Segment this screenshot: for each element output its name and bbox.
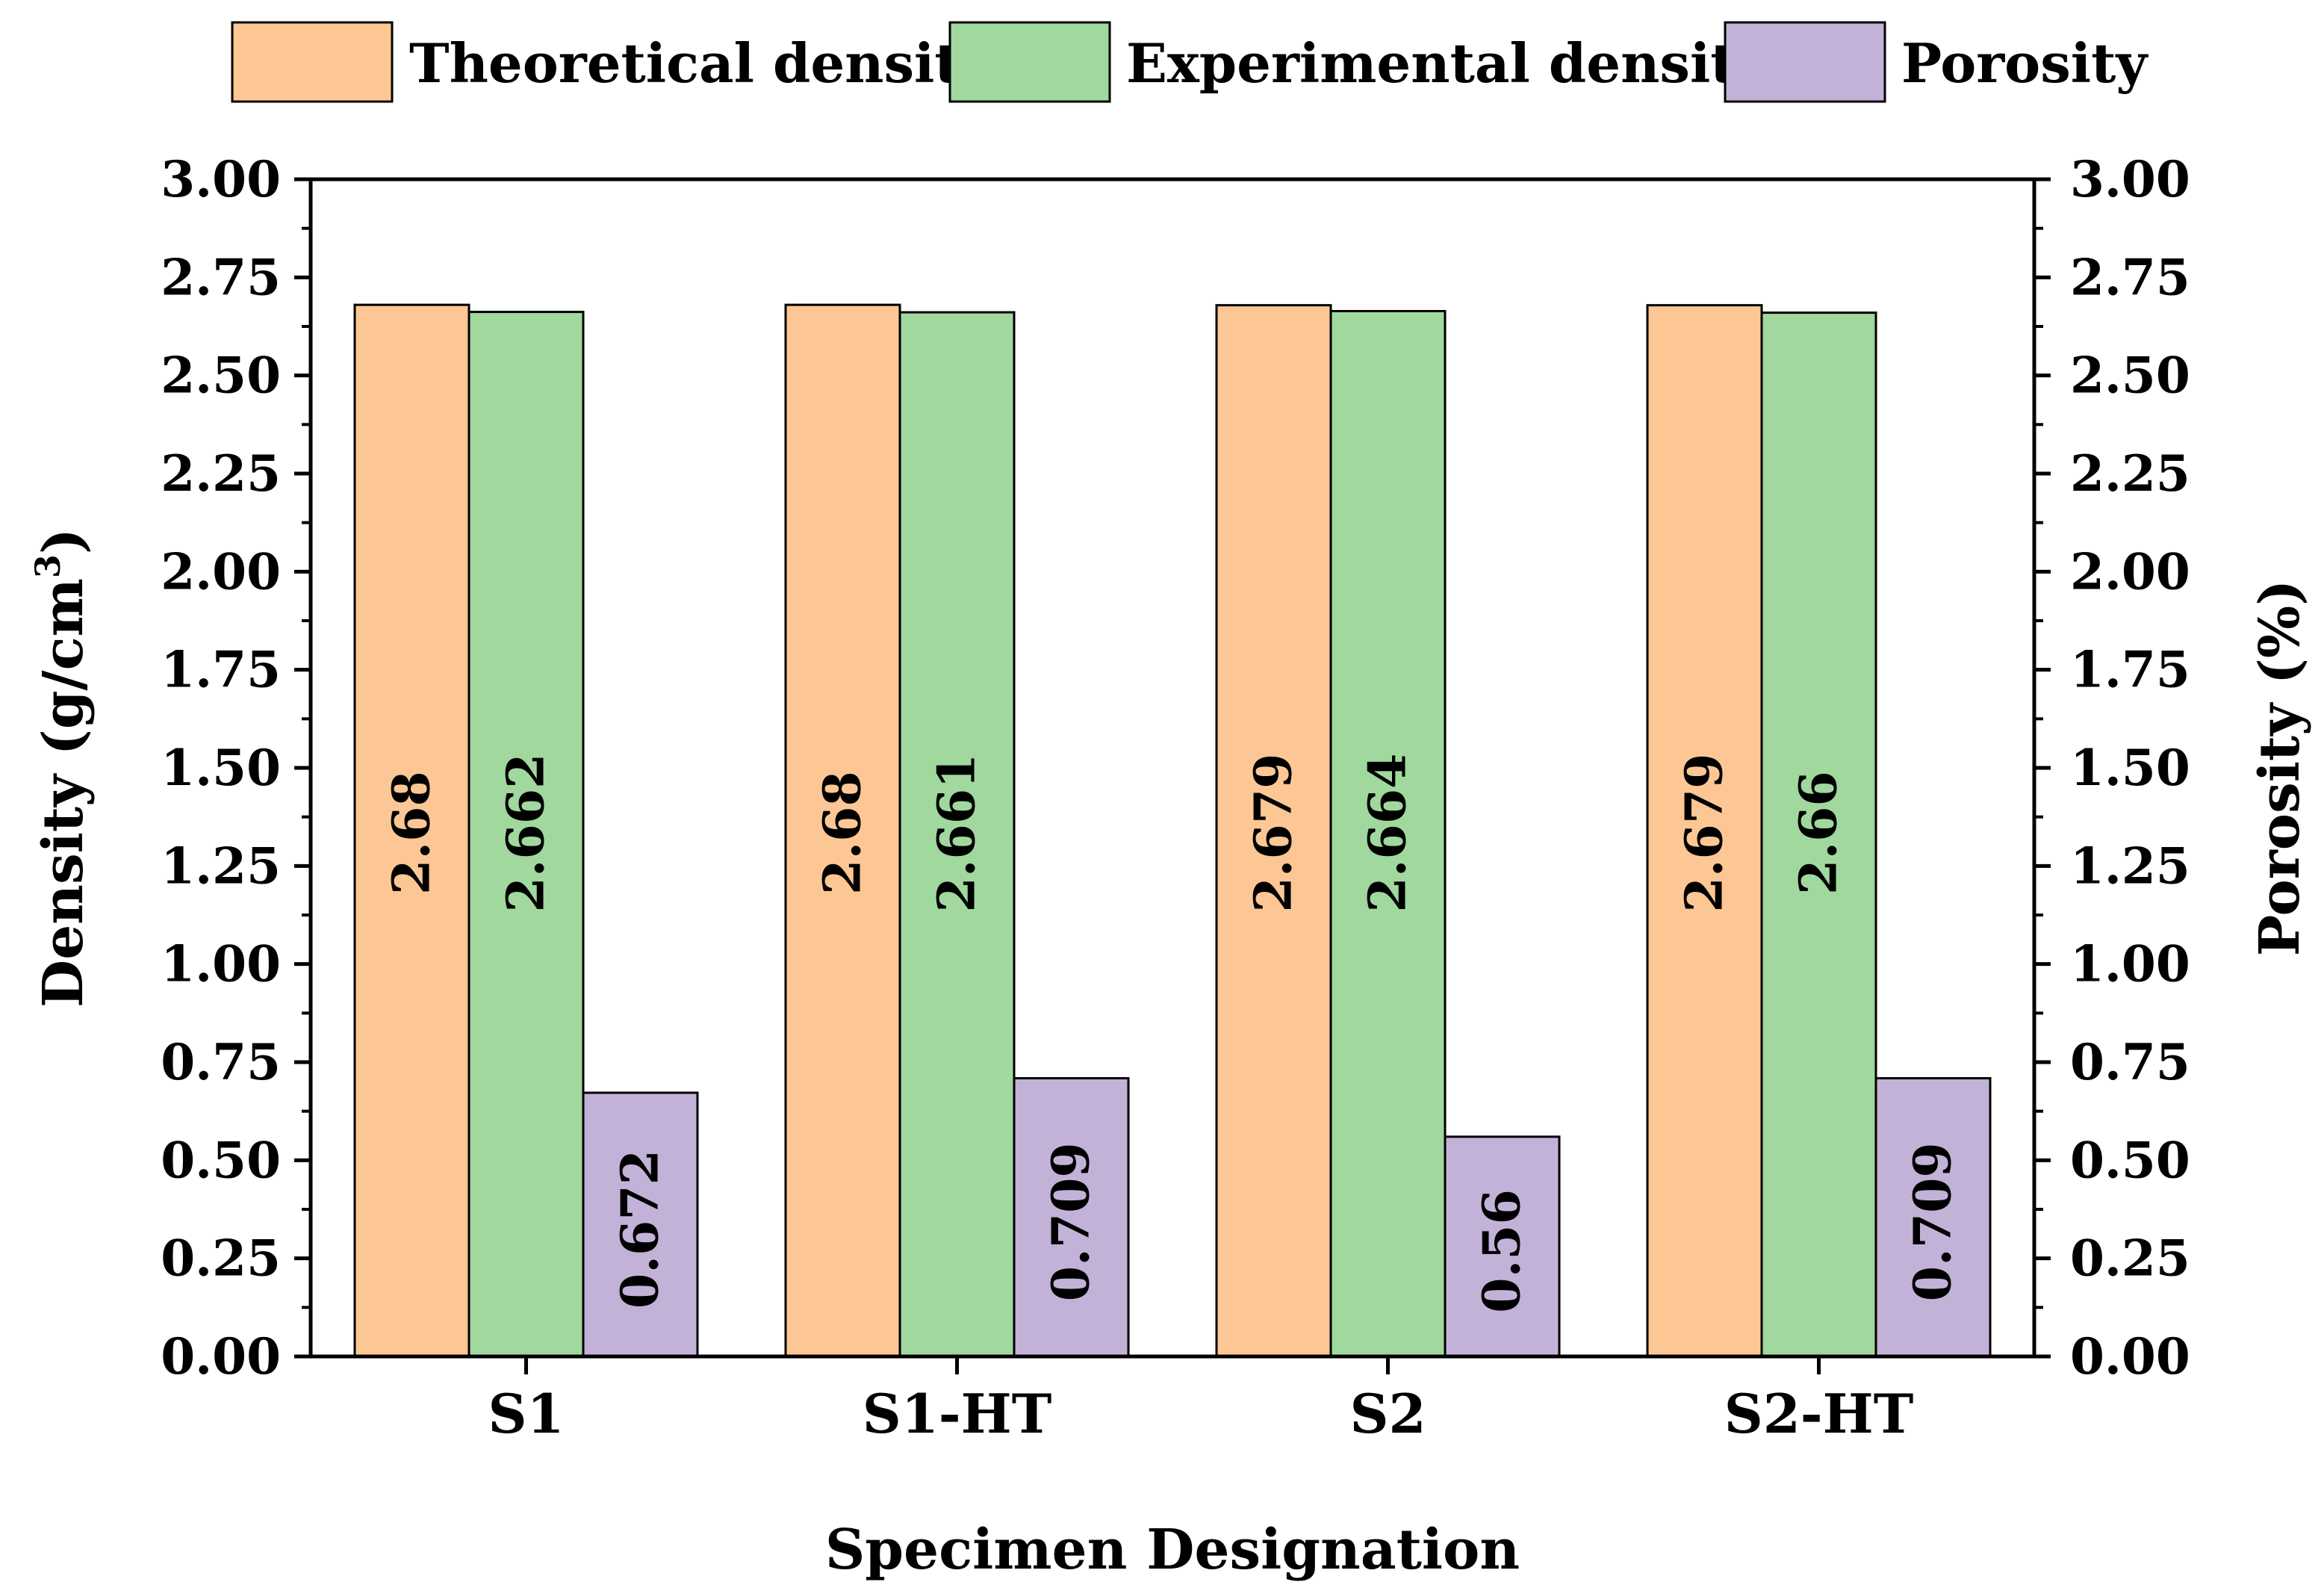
- x-category-label: S1-HT: [863, 1382, 1052, 1445]
- legend-swatch-theoretical-density: [231, 21, 394, 103]
- bar-porosity-s1-ht: [1013, 1077, 1130, 1358]
- x-category-label: S2: [1349, 1382, 1426, 1445]
- right-tick-label: 0.00: [2070, 1327, 2190, 1386]
- bar-experimental-density-s2: [1329, 310, 1447, 1358]
- right-tick-label: 2.50: [2070, 347, 2190, 405]
- bar-value-label: 2.662: [497, 754, 556, 913]
- y-axis-title-right: Porosity (%): [2248, 580, 2312, 956]
- left-tick-label: 1.25: [161, 837, 281, 895]
- legend: Theoretical density Experimental density P…: [231, 21, 2149, 103]
- left-tick-label: 2.00: [161, 542, 281, 601]
- left-tick-label: 0.25: [161, 1229, 281, 1288]
- right-tick-label: 3.00: [2070, 150, 2190, 208]
- bar-value-label: 0.709: [1904, 1142, 1963, 1301]
- bar-theoretical-density-s1: [353, 303, 470, 1358]
- right-tick-label: 1.50: [2070, 739, 2190, 797]
- y-axis-title-left: Density (g/cm3): [28, 528, 96, 1008]
- left-tick-label: 0.75: [161, 1033, 281, 1091]
- bar-value-label: 2.68: [813, 771, 873, 895]
- bar-experimental-density-s2-ht: [1760, 311, 1877, 1358]
- bar-value-label: 2.679: [1675, 754, 1735, 913]
- y-axis-title-superscript: 3: [28, 554, 68, 578]
- right-tick-label: 0.25: [2070, 1229, 2190, 1288]
- left-tick-label: 1.50: [161, 739, 281, 797]
- y-axis-title-main: Density (g/cm: [31, 578, 96, 1008]
- legend-label-theoretical-density: Theoretical density: [409, 31, 992, 95]
- left-tick-label: 2.50: [161, 347, 281, 405]
- bar-labels: 2.68 2.662 0.672 2.68 2.661 0.709 2.679 2.664 0.…: [382, 754, 1963, 1313]
- bar-value-label: 2.68: [382, 771, 442, 895]
- bar-experimental-density-s1: [467, 311, 585, 1358]
- left-tick-label: 0.00: [161, 1327, 281, 1386]
- left-tick-label: 2.75: [161, 248, 281, 306]
- bar-experimental-density-s1-ht: [898, 311, 1016, 1358]
- right-tick-label: 0.75: [2070, 1033, 2190, 1091]
- right-axis-ticks: 0.00 0.25 0.50 0.75 1.00 1.25 1.50 1.75 2.00 2.25…: [2034, 150, 2190, 1386]
- bar-value-label: 2.679: [1244, 754, 1304, 913]
- x-axis-title: Specimen Designation: [825, 1518, 1520, 1582]
- y-axis-title-end: ): [31, 528, 96, 554]
- bar-porosity-s2-ht: [1874, 1077, 1992, 1358]
- bar-value-label: 2.664: [1358, 754, 1418, 913]
- bar-porosity-s1: [582, 1091, 699, 1358]
- x-axis-ticks: S1 S1-HT S2 S2-HT: [488, 1356, 1913, 1445]
- bar-value-label: 2.66: [1789, 771, 1849, 895]
- left-axis-ticks: 0.00 0.25 0.50 0.75 1.00 1.25 1.50 1.75 2.00 2.25…: [161, 150, 311, 1386]
- right-tick-label: 2.25: [2070, 444, 2190, 503]
- bar-value-label: 0.56: [1473, 1189, 1532, 1313]
- legend-label-experimental-density: Experimental density: [1126, 31, 1768, 95]
- bar-value-label: 0.672: [611, 1150, 671, 1309]
- legend-swatch-porosity: [1724, 21, 1886, 103]
- right-tick-label: 1.25: [2070, 837, 2190, 895]
- left-tick-label: 1.00: [161, 935, 281, 993]
- x-category-label: S2-HT: [1724, 1382, 1914, 1445]
- right-tick-label: 2.75: [2070, 248, 2190, 306]
- right-tick-label: 0.50: [2070, 1131, 2190, 1189]
- bar-value-label: 0.709: [1042, 1142, 1102, 1301]
- right-tick-label: 2.00: [2070, 542, 2190, 601]
- bar-theoretical-density-s1-ht: [784, 303, 901, 1358]
- legend-swatch-experimental-density: [948, 21, 1111, 103]
- left-tick-label: 0.50: [161, 1131, 281, 1189]
- right-tick-label: 1.75: [2070, 641, 2190, 699]
- left-tick-label: 3.00: [161, 150, 281, 208]
- x-category-label: S1: [488, 1382, 564, 1445]
- legend-label-porosity: Porosity: [1901, 31, 2149, 95]
- left-tick-label: 1.75: [161, 641, 281, 699]
- left-tick-label: 2.25: [161, 444, 281, 503]
- bars: [353, 303, 1992, 1358]
- bar-value-label: 2.661: [928, 754, 987, 913]
- right-tick-label: 1.00: [2070, 935, 2190, 993]
- bar-theoretical-density-s2-ht: [1646, 304, 1763, 1358]
